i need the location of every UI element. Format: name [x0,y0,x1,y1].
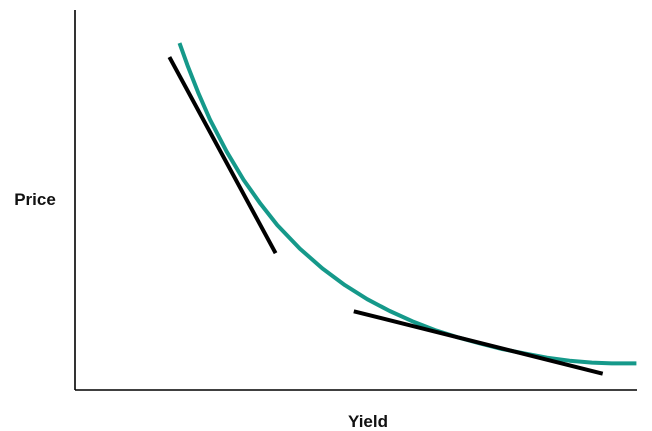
tangent-line-2 [353,309,604,376]
x-axis-label: Yield [348,412,388,431]
chart-marks [167,42,637,376]
price-yield-curve [177,42,637,366]
y-axis-label: Price [14,190,56,209]
tangent-line-1 [167,56,278,255]
